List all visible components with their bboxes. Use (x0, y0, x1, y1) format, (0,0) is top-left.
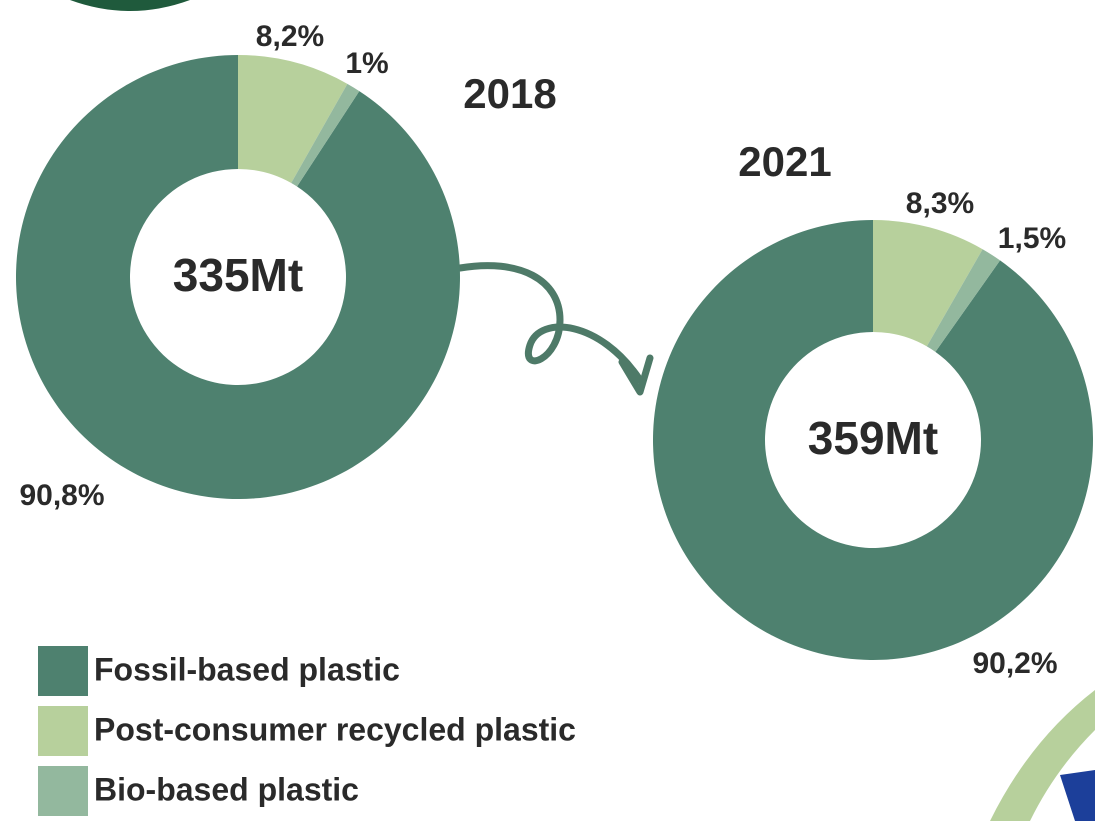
decor-shape (1060, 770, 1095, 821)
donut-slice (291, 83, 360, 187)
center-label: 335Mt (173, 249, 303, 301)
legend-label: Bio-based plastic (94, 771, 359, 807)
value-label: 8,3% (906, 187, 974, 220)
value-label: 90,2% (972, 647, 1057, 680)
legend-swatch (38, 766, 88, 816)
value-label: 8,2% (256, 20, 324, 53)
center-label: 359Mt (808, 412, 938, 464)
donut-slice (652, 220, 1093, 660)
decor-arc (70, 0, 190, 11)
legend-label: Fossil-based plastic (94, 651, 400, 687)
chart-title: 2018 (463, 70, 556, 117)
legend-swatch (38, 706, 88, 756)
donut-slice (873, 220, 983, 347)
chart-title: 2021 (738, 138, 831, 185)
value-label: 1% (345, 47, 388, 80)
legend-label: Post-consumer recycled plastic (94, 711, 576, 747)
donut-slice (926, 249, 1001, 352)
value-label: 1,5% (998, 222, 1066, 255)
donut-slice (15, 55, 460, 499)
arrow-head (618, 354, 654, 396)
legend-swatch (38, 646, 88, 696)
decor-arc (990, 690, 1095, 821)
arrow (456, 262, 644, 384)
value-label: 90,8% (19, 479, 104, 512)
donut-slice (238, 55, 348, 184)
